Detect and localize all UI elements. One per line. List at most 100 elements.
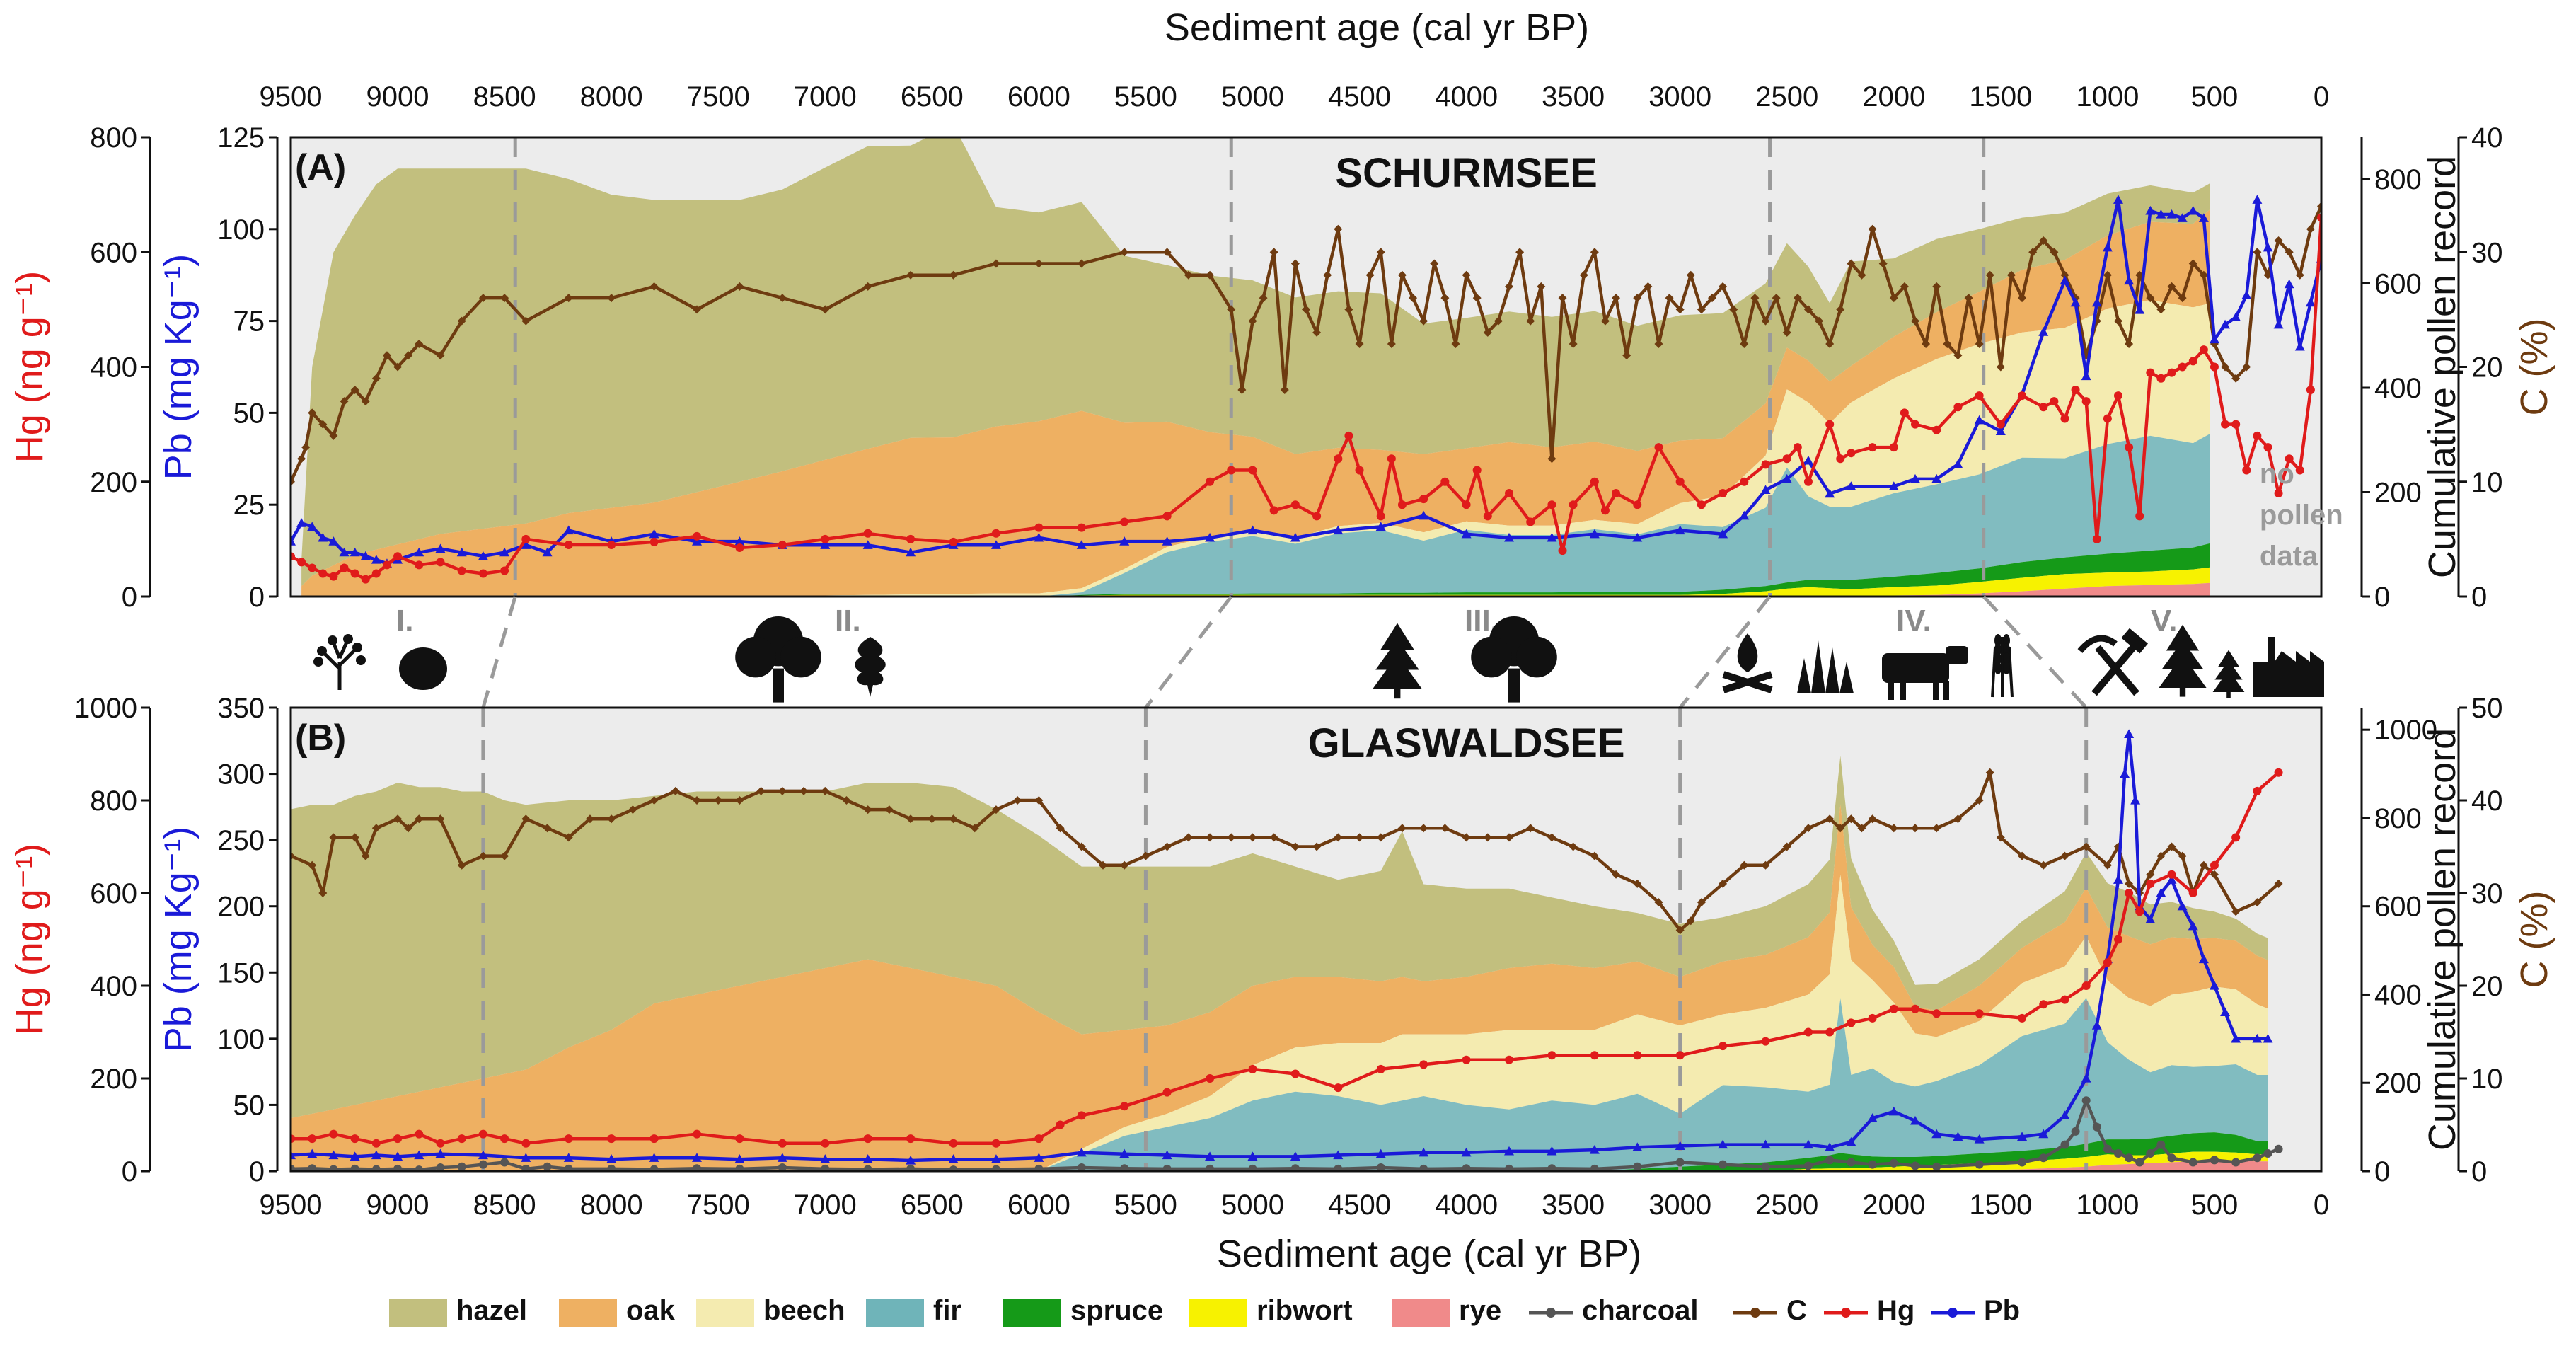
pollen-tick-label: 800	[2374, 803, 2422, 834]
mercury-hg-point	[1868, 443, 1877, 452]
lead-pb-point	[692, 536, 702, 546]
mercury-hg-point	[2306, 385, 2315, 394]
hg-tick-label: 800	[90, 785, 137, 817]
lead-pb-point	[1504, 532, 1514, 542]
carbon-point	[1472, 294, 1482, 303]
carbon-point	[564, 294, 573, 303]
zone-label: I.	[396, 604, 413, 638]
bottom-axis-title: Sediment age (cal yr BP)	[1217, 1233, 1641, 1275]
mercury-hg-point	[991, 1139, 1000, 1148]
charcoal-point	[478, 1160, 487, 1169]
charcoal-point	[906, 1164, 916, 1171]
carbon-point	[1269, 248, 1278, 257]
carbon-point	[863, 282, 872, 291]
mercury-hg-point	[1633, 1051, 1642, 1060]
lead-pb-point	[2220, 1007, 2231, 1017]
carbon-point	[756, 786, 766, 795]
carbon-point	[308, 408, 317, 418]
pb-tick-label: 50	[233, 1090, 265, 1121]
lead-pb-point	[1461, 529, 1472, 539]
tree-crown	[1516, 636, 1557, 678]
mercury-hg-point	[350, 569, 359, 578]
legend-label-Hg: Hg	[1877, 1295, 1914, 1326]
carbon-point	[2199, 270, 2208, 280]
carbon-point	[1483, 328, 1492, 337]
mercury-hg-point	[415, 1129, 424, 1139]
carbon-point	[1985, 768, 1994, 777]
top-age-tick-label: 4000	[1435, 81, 1498, 113]
carbon-point	[2274, 236, 2283, 246]
zone-icon-strip: I. II. III. IV. V.	[313, 595, 2324, 709]
carbon-point	[1868, 814, 1877, 824]
lead-pb-point	[1205, 532, 1215, 542]
top-age-tick-label: 5000	[1221, 81, 1284, 113]
mercury-hg-point	[1911, 1004, 1919, 1013]
lead-pb-point	[1931, 1129, 1942, 1139]
charcoal-point	[564, 1164, 573, 1171]
carbon-point	[2167, 282, 2176, 291]
lead-pb-point	[2156, 209, 2166, 219]
lead-pb-point	[1846, 481, 1856, 490]
lead-pb-point	[649, 529, 659, 539]
lead-pb-point	[1589, 529, 1600, 539]
lead-pb-point	[1034, 1153, 1044, 1162]
lead-pb-point	[1461, 1147, 1472, 1157]
carbon-point	[1312, 328, 1322, 337]
carbon-point	[842, 796, 851, 805]
carbon-point	[1387, 340, 1396, 349]
zone-connector-line	[1144, 595, 1233, 709]
carbon-tick-label: 30	[2471, 878, 2503, 909]
carbon-point	[1077, 842, 1086, 851]
carbon-point	[1633, 294, 1642, 303]
charcoal-point	[1847, 1158, 1856, 1167]
charcoal-point	[2081, 1096, 2091, 1105]
carbon-point	[1227, 833, 1236, 842]
bottom-age-tick-label: 5500	[1114, 1190, 1177, 1221]
mercury-hg-point	[607, 540, 616, 549]
panel-label: (B)	[295, 718, 346, 759]
mercury-hg-point	[1227, 466, 1236, 475]
lead-pb-point	[2113, 875, 2123, 884]
mercury-hg-point	[2114, 391, 2122, 401]
bottom-age-tick-label: 4000	[1435, 1190, 1498, 1221]
carbon-point	[1622, 351, 1631, 360]
charcoal-point	[1868, 1160, 1877, 1169]
mercury-hg-point	[2295, 466, 2304, 475]
mercury-hg-point	[1419, 1060, 1428, 1069]
hg-axis-title: Hg (ng g⁻¹)	[8, 271, 51, 464]
carbon-point	[2306, 224, 2315, 234]
carbon-point	[1654, 898, 1663, 907]
mercury-hg-point	[382, 560, 391, 570]
carbon-point	[671, 786, 680, 795]
legend-swatch-hazel	[389, 1299, 447, 1327]
legend-marker-Hg	[1841, 1308, 1851, 1318]
carbon-point	[2253, 248, 2262, 257]
lead-pb-point	[1247, 1151, 1258, 1161]
charcoal-point	[1633, 1162, 1642, 1171]
carbon-point	[628, 805, 637, 814]
wheat-grain	[1994, 643, 2002, 656]
lead-pb-point	[307, 1148, 318, 1158]
zone-connector-line	[481, 596, 517, 708]
mercury-hg-point	[2039, 403, 2048, 412]
wheat-grain	[2003, 643, 2010, 656]
bottom-age-tick-label: 7000	[794, 1190, 857, 1221]
carbon-point	[2199, 860, 2208, 870]
mercury-hg-point	[1996, 420, 2005, 429]
lead-pb-point	[521, 540, 531, 549]
conifer-trunk	[1394, 689, 1401, 699]
campfire-icon	[1722, 633, 1773, 693]
top-age-tick-label: 0	[2314, 81, 2329, 113]
lead-pb-point	[371, 1150, 381, 1160]
mercury-hg-point	[1868, 1013, 1877, 1023]
bottom-age-tick-label: 7500	[687, 1190, 750, 1221]
mercury-hg-point	[2274, 488, 2283, 497]
carbon-point	[308, 860, 317, 870]
cow-leg	[1933, 681, 1939, 700]
carbon-point	[1376, 833, 1385, 842]
carbon-point	[1878, 259, 1888, 268]
carbon-point	[1397, 824, 1407, 833]
lead-pb-point	[906, 1156, 916, 1165]
mercury-hg-point	[1462, 500, 1471, 509]
mercury-hg-point	[1975, 1009, 1984, 1018]
